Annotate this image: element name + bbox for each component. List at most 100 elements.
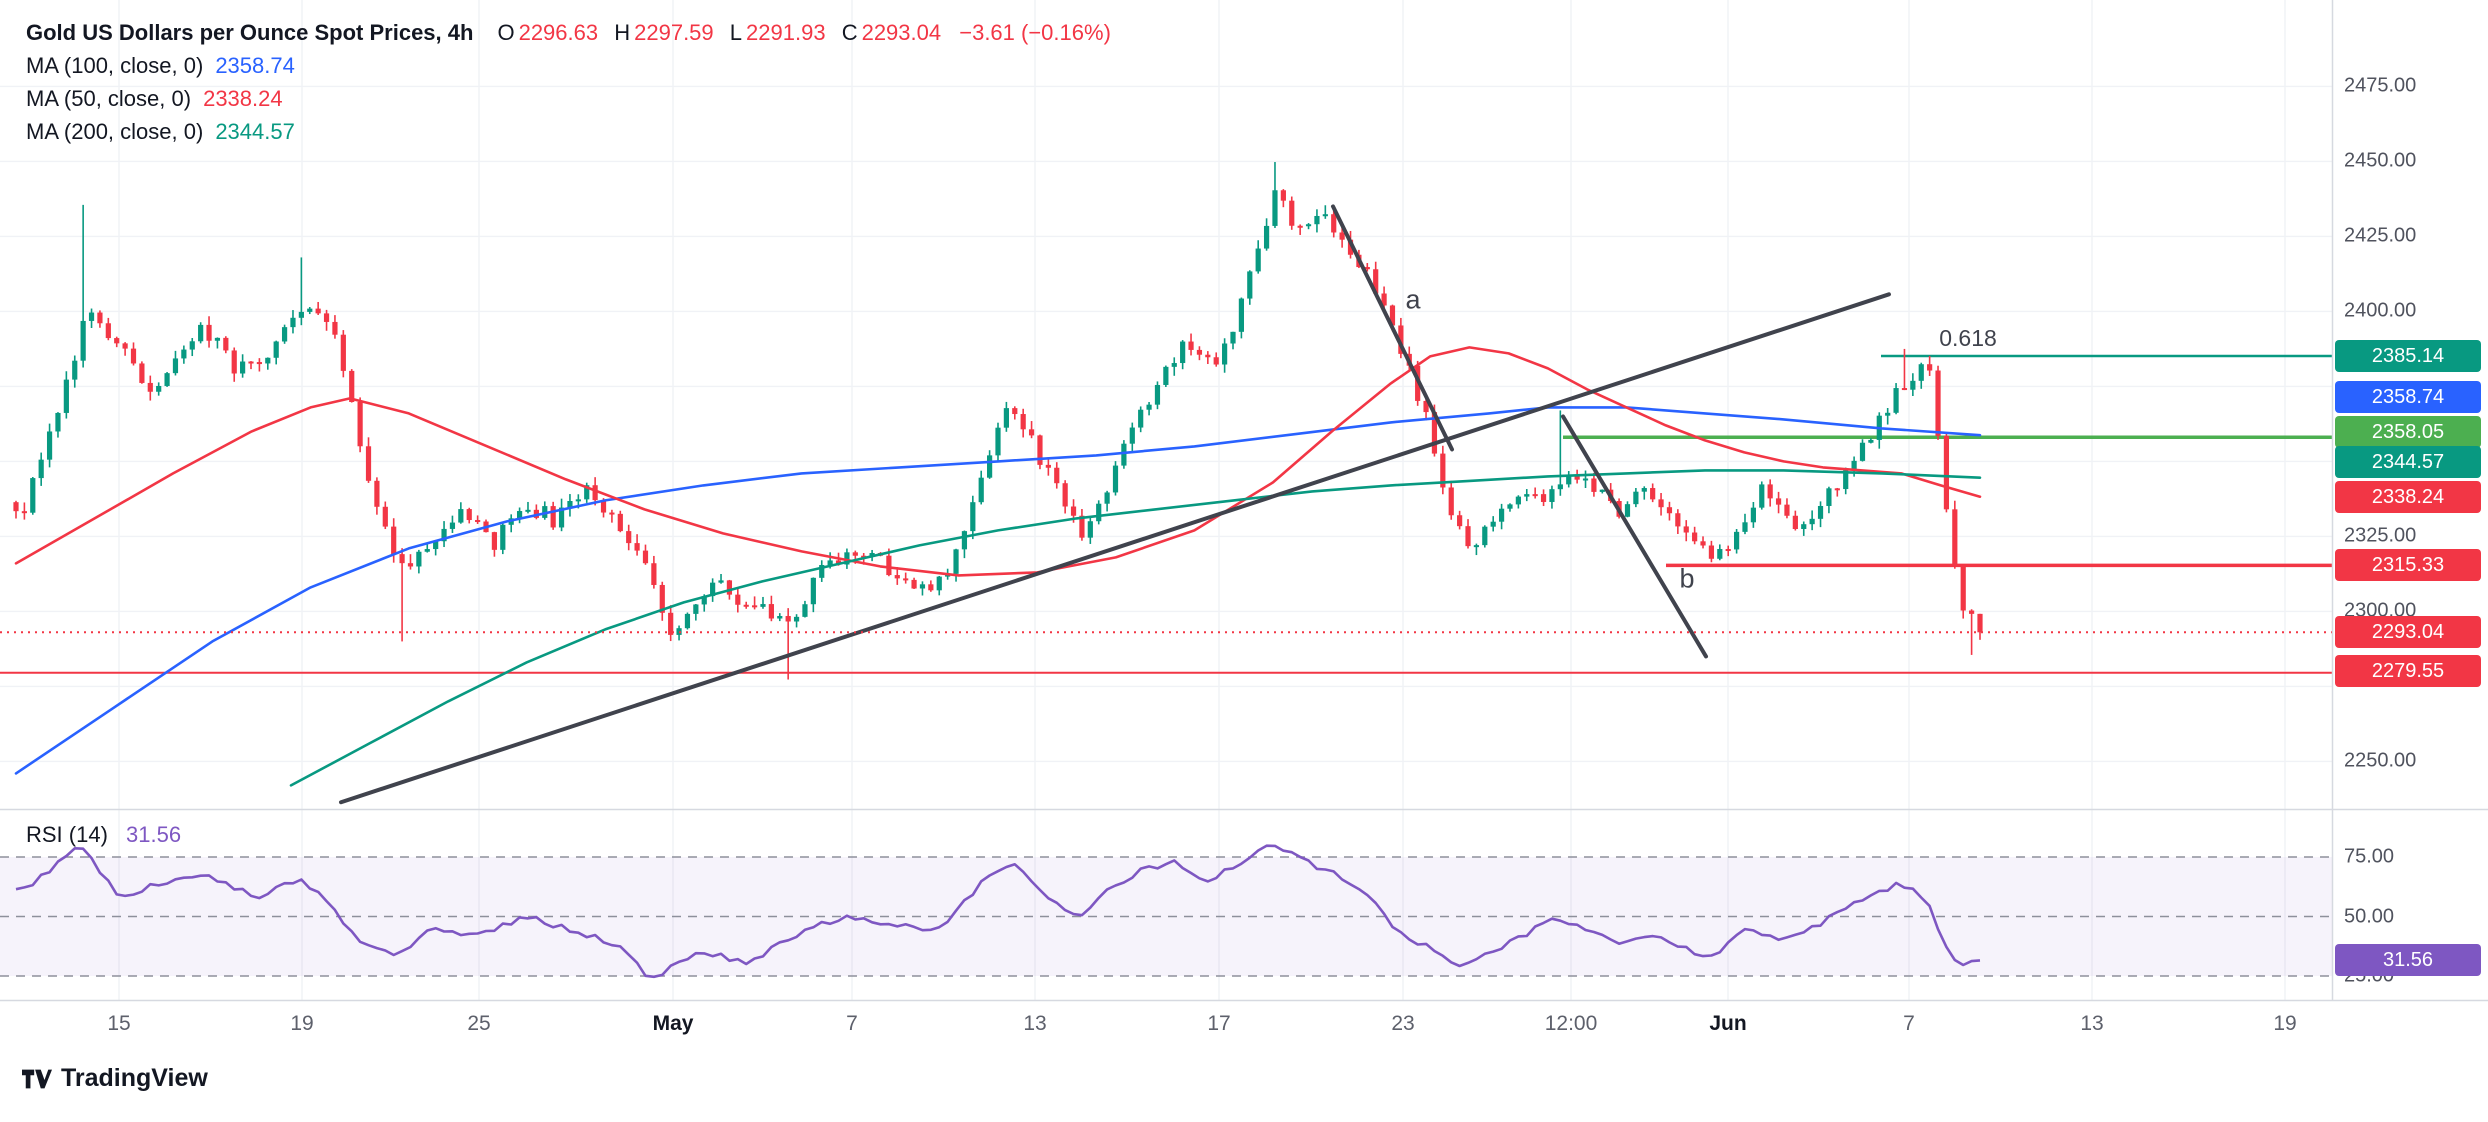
candle-body — [525, 509, 531, 512]
candle-body — [1524, 494, 1530, 497]
candlestick-series[interactable] — [13, 162, 1983, 680]
candle-body — [290, 317, 296, 328]
candle-body — [617, 513, 623, 532]
candle-body — [1574, 475, 1580, 480]
tradingview-logo-text: TradingView — [61, 1064, 208, 1092]
candle-body — [1112, 465, 1119, 493]
candle-body — [1717, 549, 1723, 559]
candle-body — [1457, 515, 1463, 527]
candle-body — [198, 324, 204, 342]
price-badge-2344.57: 2344.57 — [2335, 446, 2481, 478]
price-axis[interactable]: 2475.00 2450.00 2425.00 2400.00 2325.00 2300.… — [2332, 0, 2488, 1000]
candle-body — [1196, 349, 1203, 355]
candle-body — [1826, 488, 1832, 506]
candle-body — [1205, 354, 1211, 358]
candle-body — [1482, 526, 1488, 546]
candle-body — [1792, 515, 1798, 530]
wave-b-trendline[interactable] — [1561, 414, 1708, 659]
rsi-indicator-legend[interactable]: RSI (14) 31.56 — [26, 822, 181, 848]
candle-body — [802, 604, 808, 617]
candle-body — [1289, 200, 1295, 226]
candle-body — [1666, 507, 1673, 514]
candle-body — [558, 507, 565, 528]
candle-body — [231, 350, 237, 374]
time-label-13: 13 — [2080, 1012, 2104, 1035]
candle-body — [223, 337, 229, 351]
ma50-line[interactable] — [14, 346, 1982, 577]
candle-body — [130, 348, 137, 364]
candle-body — [1557, 484, 1563, 490]
candle-body — [710, 582, 716, 597]
candle-body — [265, 357, 271, 364]
price-label: 2450.00 — [2344, 149, 2417, 172]
candle-body — [693, 604, 699, 614]
candle-body — [1692, 532, 1698, 542]
candle-body — [1028, 429, 1035, 436]
candle-body — [1784, 504, 1790, 516]
candle-body — [391, 526, 397, 555]
candle-body — [1767, 484, 1773, 499]
candle-body — [1347, 239, 1354, 255]
symbol-legend: Gold US Dollars per Ounce Spot Prices, 4… — [26, 20, 1111, 152]
price-label: 2475.00 — [2344, 74, 2417, 97]
symbol-title[interactable]: Gold US Dollars per Ounce Spot Prices, 4… — [26, 20, 474, 45]
candle-body — [1683, 526, 1689, 533]
candle-body — [1952, 509, 1958, 567]
low-label: L — [729, 20, 743, 45]
rsi-line[interactable] — [15, 844, 1981, 979]
candle-body — [903, 578, 909, 581]
candle-body — [550, 506, 556, 528]
candle-body — [1834, 488, 1840, 491]
wave-a-trendline[interactable] — [1331, 204, 1454, 452]
price-label: 2325.00 — [2344, 524, 2417, 547]
candle-body — [1498, 508, 1505, 522]
candle-body — [1851, 460, 1857, 471]
candle-body — [1079, 515, 1085, 538]
candle-body — [1540, 494, 1547, 502]
ma200-line[interactable] — [289, 469, 1982, 787]
candle-body — [441, 528, 447, 542]
candle-body — [1230, 331, 1236, 344]
candle-body — [55, 412, 61, 432]
candle-body — [961, 531, 968, 550]
time-label-19: 19 — [290, 1012, 314, 1035]
candle-body — [491, 532, 498, 550]
candle-body — [1381, 293, 1387, 306]
indicator-ma100-row[interactable]: MA (100, close, 0) 2358.74 — [26, 53, 1111, 86]
candle-body — [1507, 504, 1513, 509]
ma100-line[interactable] — [14, 406, 1982, 775]
indicator-ma200-row[interactable]: MA (200, close, 0) 2344.57 — [26, 119, 1111, 152]
candle-body — [1037, 435, 1043, 465]
candle-body — [768, 604, 774, 619]
candle-body — [1263, 225, 1270, 249]
uptrend-trendline[interactable] — [339, 292, 1891, 805]
price-badge-2279.55: 2279.55 — [2335, 655, 2481, 687]
tradingview-logo[interactable]: TradingView — [22, 1064, 208, 1093]
candle-body — [726, 580, 733, 595]
candle-body — [1272, 190, 1278, 226]
candle-body — [1280, 190, 1286, 201]
candle-body — [953, 549, 959, 574]
ma50-label: MA (50, close, 0) — [26, 86, 192, 111]
candle-body — [139, 363, 145, 383]
moving-average-lines — [14, 346, 1982, 787]
candle-body — [63, 379, 69, 413]
time-axis[interactable]: 15 19 25 May 7 13 17 23 12:00 Jun 7 13 19 — [0, 1000, 2488, 1050]
candle-body — [600, 500, 607, 513]
candle-body — [365, 446, 372, 481]
candle-body — [567, 501, 573, 508]
candle-body — [1020, 414, 1026, 430]
indicator-ma50-row[interactable]: MA (50, close, 0) 2338.24 — [26, 86, 1111, 119]
candle-body — [911, 579, 917, 589]
candle-body — [1725, 549, 1731, 552]
price-badge-2315.33: 2315.33 — [2335, 549, 2481, 581]
candle-body — [1138, 409, 1144, 428]
candle-body — [1859, 442, 1866, 461]
candle-body — [88, 312, 95, 321]
change-value: −3.61 (−0.16%) — [959, 20, 1111, 45]
candle-body — [1943, 435, 1950, 510]
candle-body — [1843, 470, 1849, 490]
candle-body — [1188, 341, 1194, 350]
candle-body — [1247, 271, 1253, 299]
